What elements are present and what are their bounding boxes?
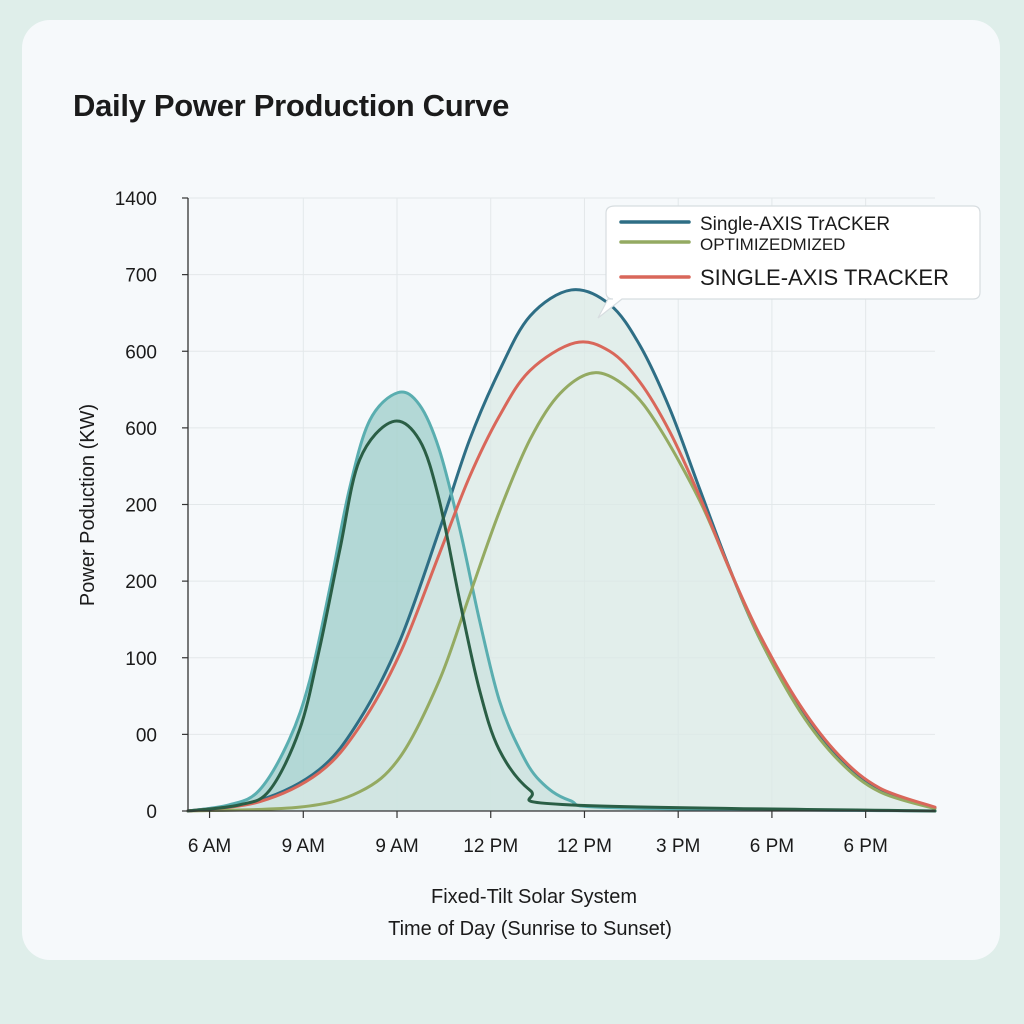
x-tick-label: 6 PM — [750, 836, 794, 857]
series-area-2 — [188, 289, 935, 811]
series-line-4 — [186, 340, 937, 813]
legend-box — [597, 205, 981, 319]
legend-label: SINGLE-AXIS TRACKER — [700, 265, 949, 290]
x-tick-label: 12 PM — [463, 836, 518, 857]
y-tick-label: 0 — [146, 802, 157, 823]
x-tick-label: 9 AM — [282, 836, 325, 857]
y-tick-label: 600 — [125, 419, 157, 440]
chart-title: Daily Power Production Curve — [73, 88, 510, 123]
x-tick-label: 9 AM — [375, 836, 418, 857]
legend-label: Single-AXIS TrACKER — [700, 214, 890, 235]
series-line-3 — [186, 371, 937, 813]
y-tick-label: 1400 — [115, 189, 157, 210]
y-tick-label: 100 — [125, 649, 157, 670]
x-axis-subtitle: Time of Day (Sunrise to Sunset) — [388, 918, 672, 940]
y-tick-label: 700 — [125, 266, 157, 287]
x-tick-label: 12 PM — [557, 836, 612, 857]
y-tick-label: 600 — [125, 342, 157, 363]
series-line-1 — [186, 419, 937, 813]
x-tick-label: 6 AM — [188, 836, 231, 857]
y-tick-label: 200 — [125, 496, 157, 517]
y-tick-label: 00 — [136, 725, 157, 746]
y-tick-label: 200 — [125, 572, 157, 593]
x-axis-title: Fixed-Tilt Solar System — [431, 886, 637, 908]
x-tick-label: 3 PM — [656, 836, 700, 857]
legend-label: OPTIMIZEDMIZED — [700, 235, 845, 254]
series-line-0 — [186, 390, 937, 813]
y-axis-title: Power Poduction (KW) — [77, 404, 99, 606]
x-tick-label: 6 PM — [843, 836, 887, 857]
